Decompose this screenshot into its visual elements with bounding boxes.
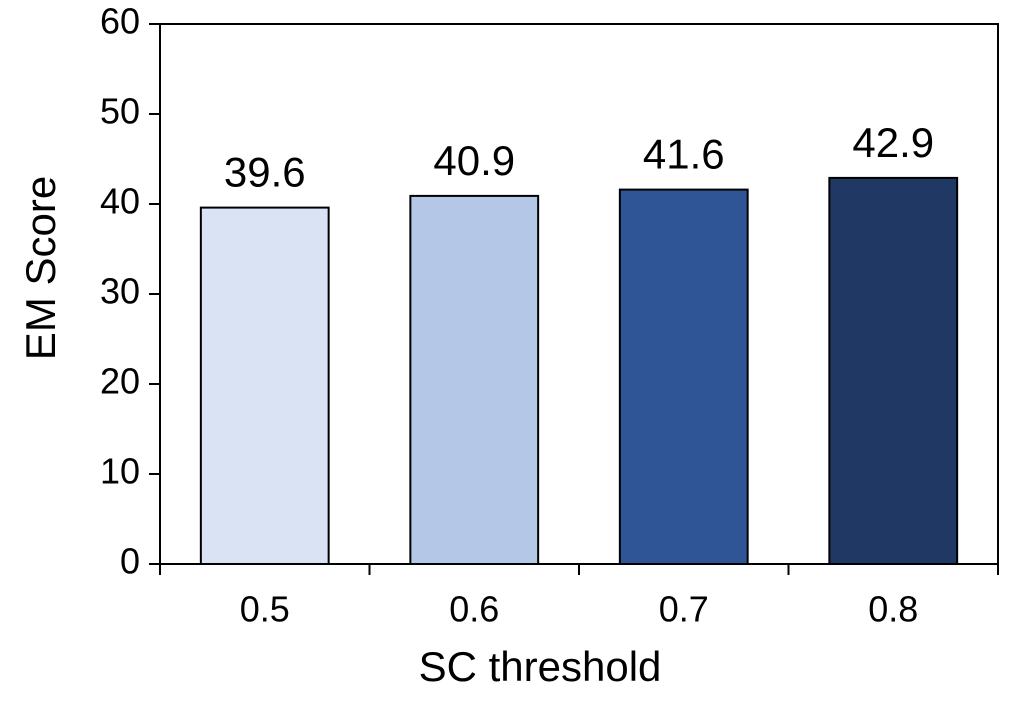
y-tick-label: 50	[100, 91, 140, 132]
x-axis-title: SC threshold	[419, 643, 662, 690]
y-tick-label: 20	[100, 361, 140, 402]
data-label: 39.6	[224, 149, 306, 196]
y-tick-label: 10	[100, 451, 140, 492]
bar	[618, 188, 749, 565]
data-label: 40.9	[433, 137, 515, 184]
x-tick-label: 0.7	[659, 589, 709, 630]
data-label: 42.9	[852, 119, 934, 166]
x-tick-label: 0.8	[868, 589, 918, 630]
data-label: 41.6	[643, 131, 725, 178]
y-tick-label: 0	[120, 541, 140, 582]
bar	[199, 206, 330, 565]
bar	[409, 194, 540, 565]
y-tick-label: 60	[100, 1, 140, 42]
bar	[828, 176, 959, 565]
x-tick-label: 0.6	[449, 589, 499, 630]
y-tick-label: 40	[100, 181, 140, 222]
x-tick-label: 0.5	[240, 589, 290, 630]
y-tick-label: 30	[100, 271, 140, 312]
y-axis-title: EM Score	[17, 176, 64, 360]
